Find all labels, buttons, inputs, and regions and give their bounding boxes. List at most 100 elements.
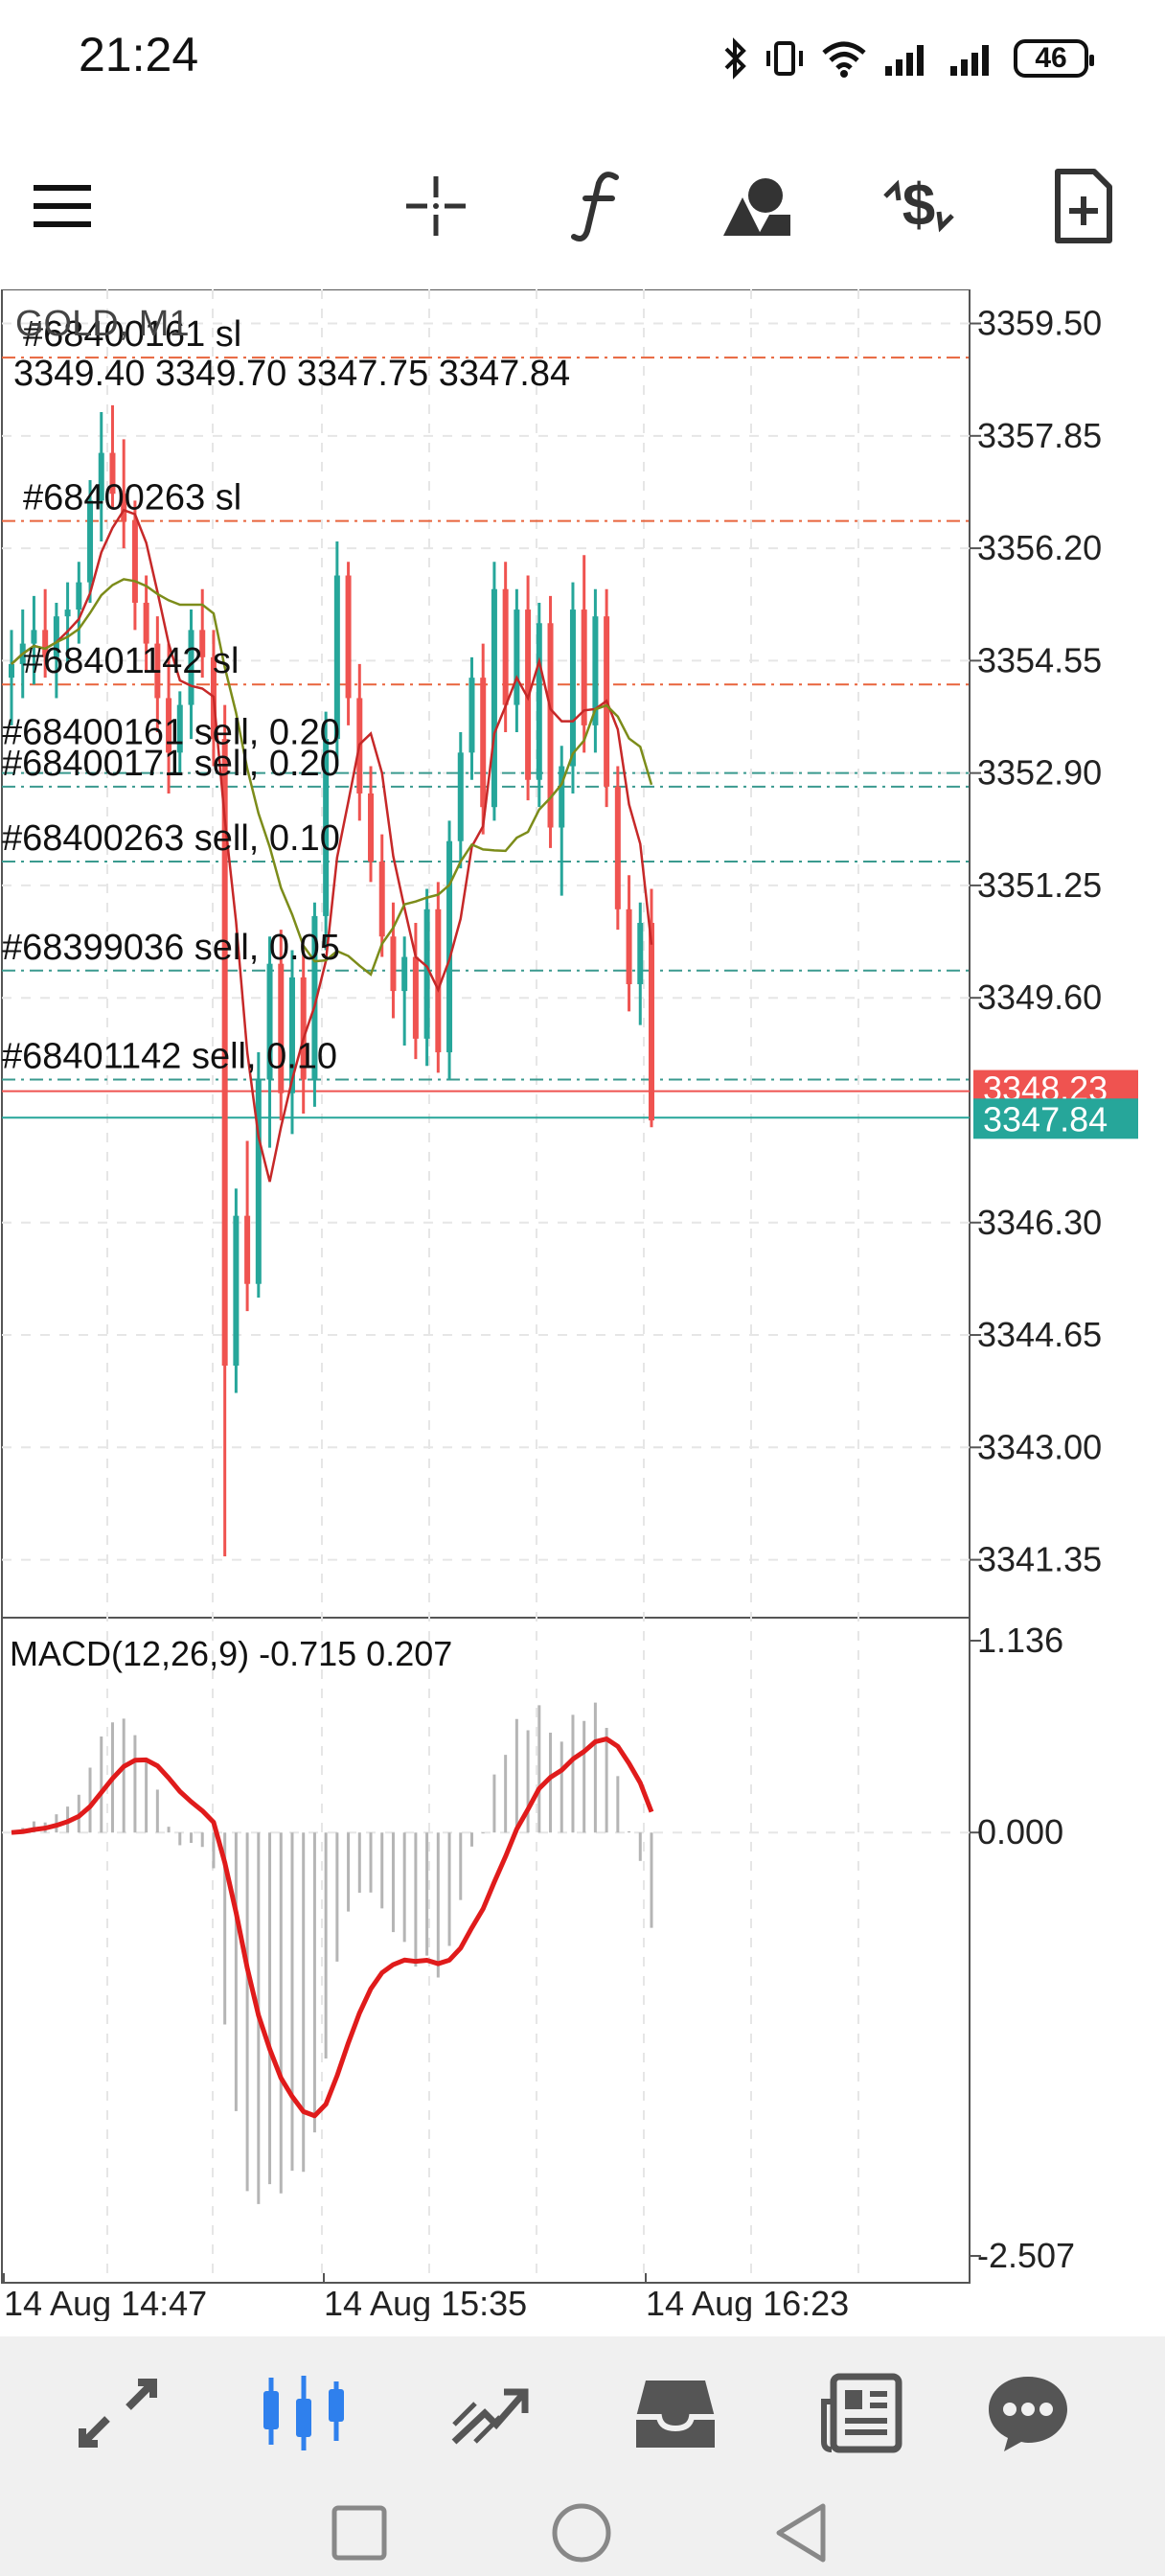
- chart-area[interactable]: 3359.50 3357.85 3356.20 3354.55 3352.90 3351.…: [0, 288, 1165, 2323]
- moving-average-slow: [11, 578, 653, 977]
- recents-button[interactable]: [326, 2499, 393, 2566]
- circle-icon: [552, 2503, 611, 2563]
- candle-body: [559, 766, 565, 828]
- macd-signal-line: [11, 1736, 654, 2119]
- candle-body: [188, 630, 194, 705]
- candle-body: [98, 452, 104, 501]
- stop-loss-label: #68400263 sl: [23, 478, 241, 518]
- candle-body: [614, 786, 621, 909]
- indicators-button[interactable]: [554, 163, 640, 249]
- svg-text:$: $: [902, 172, 935, 239]
- order-label: #68400171 sell, 0.20: [2, 744, 340, 784]
- ohlc-label: 3349.40 3349.70 3347.75 3347.84: [13, 354, 570, 394]
- nav-trade[interactable]: [437, 2365, 542, 2461]
- price-tick-label: 3352.90: [977, 753, 1102, 793]
- candle-body: [536, 623, 542, 780]
- candle-body: [401, 956, 408, 992]
- status-time: 21:24: [79, 28, 199, 81]
- history-icon: [636, 2380, 715, 2448]
- bluetooth-icon: [724, 37, 746, 80]
- macd-tick-label: -2.507: [977, 2236, 1075, 2275]
- macd-label: MACD(12,26,9) -0.715 0.207: [10, 1634, 452, 1673]
- candle-body: [468, 678, 475, 753]
- symbol-label: GOLD, M1: [15, 304, 190, 344]
- candle-body: [166, 698, 172, 753]
- candle-body: [569, 610, 576, 767]
- new-order-button[interactable]: [1040, 163, 1127, 249]
- candle-body: [592, 616, 599, 725]
- candle-body: [109, 452, 116, 494]
- indicators-icon: [571, 172, 619, 242]
- candle-body: [288, 977, 295, 1093]
- chat-icon: [989, 2377, 1067, 2451]
- macd-pane-frame: [1, 1617, 971, 2284]
- candle-body: [76, 582, 82, 610]
- stop-loss-label: #68401142 sl: [23, 641, 239, 681]
- chart-icon: [263, 2376, 344, 2450]
- time-axis-label: 14 Aug 16:23: [646, 2284, 849, 2321]
- candle-body: [64, 610, 71, 617]
- candle-body: [255, 1079, 262, 1284]
- candle-body: [412, 956, 419, 1039]
- candle-body: [502, 588, 509, 705]
- bid-price-label: 3347.84: [983, 1099, 1108, 1138]
- candle-body: [446, 840, 453, 1053]
- price-chart[interactable]: 3359.50 3357.85 3356.20 3354.55 3352.90 3351.…: [0, 288, 1165, 2323]
- menu-icon: [34, 185, 91, 227]
- candle-body: [31, 630, 37, 644]
- nav-chart[interactable]: [251, 2365, 356, 2461]
- symbols-button[interactable]: $: [876, 163, 962, 249]
- nav-chat[interactable]: [975, 2365, 1081, 2461]
- wifi-icon: [822, 41, 866, 78]
- candle-body: [199, 630, 206, 657]
- quotes-icon: [79, 2379, 157, 2448]
- macd-tick-label: 0.000: [977, 1812, 1063, 1852]
- objects-button[interactable]: [715, 163, 801, 249]
- candle-body: [266, 963, 273, 1080]
- candle-body: [491, 588, 497, 808]
- candle-body: [581, 610, 587, 725]
- price-tick-label: 3341.35: [977, 1540, 1102, 1579]
- candle-body: [300, 977, 307, 1080]
- candle-body: [131, 520, 138, 603]
- candle-body: [176, 704, 183, 753]
- candle-body: [53, 616, 59, 657]
- crosshair-button[interactable]: [393, 163, 479, 249]
- status-bar: 21:24 46: [0, 0, 1165, 115]
- candle-body: [390, 936, 397, 992]
- candle-body: [333, 575, 340, 740]
- nav-news[interactable]: [809, 2365, 914, 2461]
- candle-body: [547, 623, 554, 828]
- nav-history[interactable]: [623, 2365, 728, 2461]
- candle-body: [435, 908, 442, 1053]
- symbols-icon: $: [883, 172, 954, 239]
- candle-body: [423, 908, 430, 1039]
- price-tick-label: 3359.50: [977, 304, 1102, 343]
- stop-loss-label: #68400161 sl: [23, 314, 241, 355]
- candle-body: [345, 575, 352, 699]
- price-tick-label: 3351.25: [977, 865, 1102, 905]
- nav-quotes[interactable]: [65, 2365, 171, 2461]
- candle-body: [143, 602, 149, 644]
- candle-body: [457, 752, 464, 841]
- back-triangle-icon: [776, 2503, 826, 2563]
- macd-tick-label: 1.136: [977, 1621, 1063, 1660]
- order-label: #68400263 sell, 0.10: [2, 818, 340, 859]
- home-button[interactable]: [548, 2499, 615, 2566]
- candle-body: [244, 1215, 251, 1284]
- back-button[interactable]: [768, 2499, 835, 2566]
- price-tick-label: 3349.60: [977, 978, 1102, 1017]
- price-tick-label: 3346.30: [977, 1203, 1102, 1242]
- candle-body: [87, 500, 94, 583]
- battery-icon: 46: [1014, 39, 1094, 78]
- menu-button[interactable]: [19, 163, 105, 249]
- candle-body: [9, 663, 14, 678]
- candle-body: [637, 923, 644, 984]
- order-label: #68399036 sell, 0.05: [2, 928, 340, 968]
- price-tick-label: 3357.85: [977, 416, 1102, 455]
- objects-icon: [723, 178, 790, 236]
- candle-body: [480, 678, 487, 808]
- system-navigation: [0, 2490, 1165, 2576]
- status-icons: 46: [720, 34, 1094, 82]
- candle-body: [378, 862, 385, 937]
